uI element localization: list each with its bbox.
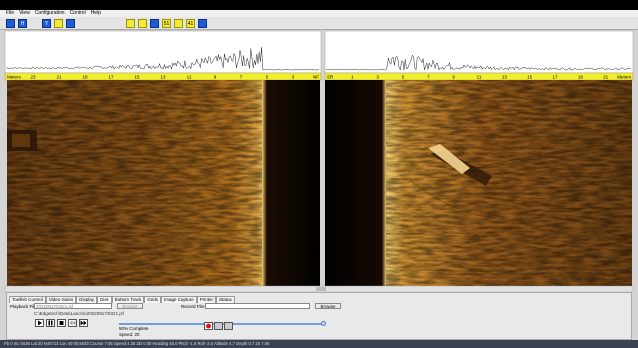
menu-item[interactable]: Help <box>91 10 101 17</box>
toolbar-button[interactable] <box>174 19 183 28</box>
rewind-icon <box>69 320 76 326</box>
menu-item[interactable]: Configuration <box>35 10 65 17</box>
forward-button[interactable] <box>79 319 88 327</box>
record-button[interactable] <box>204 322 213 330</box>
ruler-label: 19 <box>82 75 88 80</box>
status-bar: Pb 0 Inc 5036 Lat 20 N40713 Lon 40 00.56… <box>0 340 638 348</box>
tab-strip: Towfish ControlVideo GainsDisplayDiskBot… <box>9 296 235 303</box>
tab[interactable]: Display <box>76 296 97 303</box>
speed-text: Speed: 20 <box>119 332 140 337</box>
forward-icon <box>80 320 87 326</box>
pause-icon <box>47 320 54 326</box>
toolbar-button[interactable] <box>198 19 207 28</box>
toolbar-button[interactable]: Y <box>42 19 51 28</box>
toolbar-button[interactable] <box>54 19 63 28</box>
ruler-label: 19 <box>578 75 584 80</box>
scroll-thumb[interactable] <box>316 287 326 291</box>
file-path: C:\Edgetech\Data\Lancha\20220917\0321.js… <box>34 311 124 316</box>
record-label: Record File: <box>181 304 205 309</box>
play-button[interactable] <box>35 319 44 327</box>
menu-item[interactable]: File <box>6 10 14 17</box>
record-controls <box>204 322 233 330</box>
ruler-label: 11 <box>477 75 482 80</box>
progress-text: 50% Complete <box>119 326 149 331</box>
toolbar-button[interactable]: 51 <box>162 19 171 28</box>
ruler-label: 17 <box>552 75 558 80</box>
ruler-label: 13 <box>502 75 508 80</box>
toolbar-button[interactable] <box>6 19 15 28</box>
toolbar-button[interactable] <box>210 19 219 28</box>
app-window: File View Configuration Control Help H Y 51 41 <box>0 0 638 348</box>
menu-bar: File View Configuration Control Help <box>0 10 638 17</box>
toolbar-button[interactable] <box>30 19 39 28</box>
browse-playback-button[interactable]: Browse <box>117 303 143 309</box>
ruler-label: 21 <box>56 75 62 80</box>
tab[interactable]: Bottom Track <box>112 296 145 303</box>
browse-record-button[interactable]: Browse <box>315 303 341 309</box>
tab[interactable]: Grids <box>144 296 161 303</box>
ruler-label: 17 <box>108 75 114 80</box>
sonar-texture <box>7 80 262 286</box>
ruler-label: 15 <box>527 75 533 80</box>
tab[interactable]: Towfish Control <box>9 296 46 303</box>
transport-controls <box>35 319 88 327</box>
ruler-label: NF <box>313 75 319 80</box>
record-pause-button[interactable] <box>214 322 223 330</box>
tab[interactable]: Printer <box>197 296 216 303</box>
sonar-target <box>12 134 30 147</box>
ruler-label: 23 <box>30 75 36 80</box>
progress-knob[interactable] <box>321 321 326 326</box>
toolbar-button[interactable] <box>66 19 75 28</box>
ruler-label: 15 <box>134 75 140 80</box>
ruler-label: 21 <box>603 75 609 80</box>
toolbar: H Y 51 41 <box>0 17 638 30</box>
toolbar-button[interactable] <box>102 19 111 28</box>
ruler-label: Meters <box>617 75 632 80</box>
menu-item[interactable]: Control <box>70 10 86 17</box>
record-file-field[interactable] <box>205 303 310 309</box>
pause-button[interactable] <box>46 319 55 327</box>
toolbar-button[interactable]: 41 <box>186 19 195 28</box>
waveform-right-panel <box>325 31 633 73</box>
play-icon <box>36 320 43 326</box>
ruler-label: 11 <box>187 75 192 80</box>
rewind-button[interactable] <box>68 319 77 327</box>
tab[interactable]: Disk <box>97 296 112 303</box>
tab[interactable]: Status <box>216 296 235 303</box>
ruler-label: 13 <box>160 75 166 80</box>
sonar-texture <box>386 80 632 286</box>
title-strip <box>0 0 638 10</box>
tab[interactable]: Video Gains <box>46 296 76 303</box>
toolbar-button[interactable] <box>90 19 99 28</box>
tab[interactable]: Image Capture <box>161 296 197 303</box>
toolbar-button[interactable] <box>114 19 123 28</box>
stop-button[interactable] <box>57 319 66 327</box>
toolbar-button[interactable] <box>78 19 87 28</box>
ruler-label: Meters <box>7 75 22 80</box>
menu-item[interactable]: View <box>19 10 30 17</box>
ruler-label: SR <box>327 75 334 80</box>
toolbar-button[interactable]: H <box>18 19 27 28</box>
toolbar-button[interactable] <box>138 19 147 28</box>
toolbar-button[interactable] <box>126 19 135 28</box>
toolbar-button[interactable] <box>150 19 159 28</box>
record-stop-button[interactable] <box>224 322 233 330</box>
waveform-left-panel <box>5 31 321 73</box>
record-icon <box>205 323 212 329</box>
playback-file-field[interactable]: 20220917/0321.jsf <box>34 303 112 309</box>
stop-icon <box>58 320 65 326</box>
